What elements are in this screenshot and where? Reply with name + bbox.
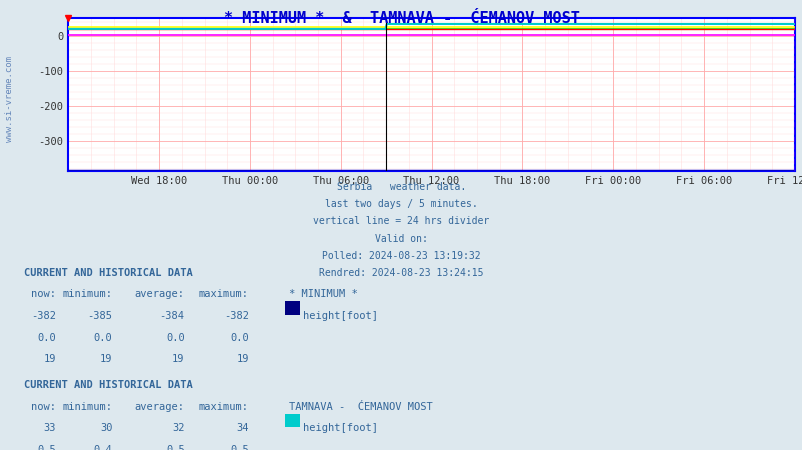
Text: 19: 19 [43,354,56,364]
Text: 0.5: 0.5 [166,445,184,450]
Text: 32: 32 [172,423,184,433]
Text: CURRENT AND HISTORICAL DATA: CURRENT AND HISTORICAL DATA [24,268,192,278]
Text: vertical line = 24 hrs divider: vertical line = 24 hrs divider [313,216,489,226]
Text: * MINIMUM *: * MINIMUM * [289,289,358,299]
Text: average:: average: [135,289,184,299]
Text: 0.0: 0.0 [38,333,56,342]
Text: 34: 34 [236,423,249,433]
Text: 0.5: 0.5 [38,445,56,450]
Text: average:: average: [135,402,184,412]
Text: now:: now: [31,402,56,412]
Text: 19: 19 [99,354,112,364]
Text: Valid on:: Valid on: [375,234,427,243]
Text: 0.0: 0.0 [230,333,249,342]
Text: last two days / 5 minutes.: last two days / 5 minutes. [325,199,477,209]
Text: * MINIMUM *  &  TAMNAVA -  ĆEMANOV MOST: * MINIMUM * & TAMNAVA - ĆEMANOV MOST [223,11,579,26]
Text: 0.4: 0.4 [94,445,112,450]
Text: -382: -382 [224,311,249,321]
Text: height[foot]: height[foot] [302,423,377,433]
Text: 30: 30 [99,423,112,433]
Text: -384: -384 [160,311,184,321]
Text: 0.5: 0.5 [230,445,249,450]
Text: minimum:: minimum: [63,402,112,412]
Text: Serbia   weather data.: Serbia weather data. [337,182,465,192]
Text: Polled: 2024-08-23 13:19:32: Polled: 2024-08-23 13:19:32 [322,251,480,261]
Text: minimum:: minimum: [63,289,112,299]
Text: 0.0: 0.0 [166,333,184,342]
Text: Rendred: 2024-08-23 13:24:15: Rendred: 2024-08-23 13:24:15 [319,268,483,278]
Text: maximum:: maximum: [199,402,249,412]
Text: 19: 19 [236,354,249,364]
Text: 19: 19 [172,354,184,364]
Text: 0.0: 0.0 [94,333,112,342]
Text: 33: 33 [43,423,56,433]
Text: now:: now: [31,289,56,299]
Text: maximum:: maximum: [199,289,249,299]
Text: height[foot]: height[foot] [302,311,377,321]
Text: TAMNAVA -  ĆEMANOV MOST: TAMNAVA - ĆEMANOV MOST [289,402,432,412]
Text: -382: -382 [31,311,56,321]
Text: www.si-vreme.com: www.si-vreme.com [5,56,14,142]
Text: CURRENT AND HISTORICAL DATA: CURRENT AND HISTORICAL DATA [24,380,192,390]
Text: -385: -385 [87,311,112,321]
